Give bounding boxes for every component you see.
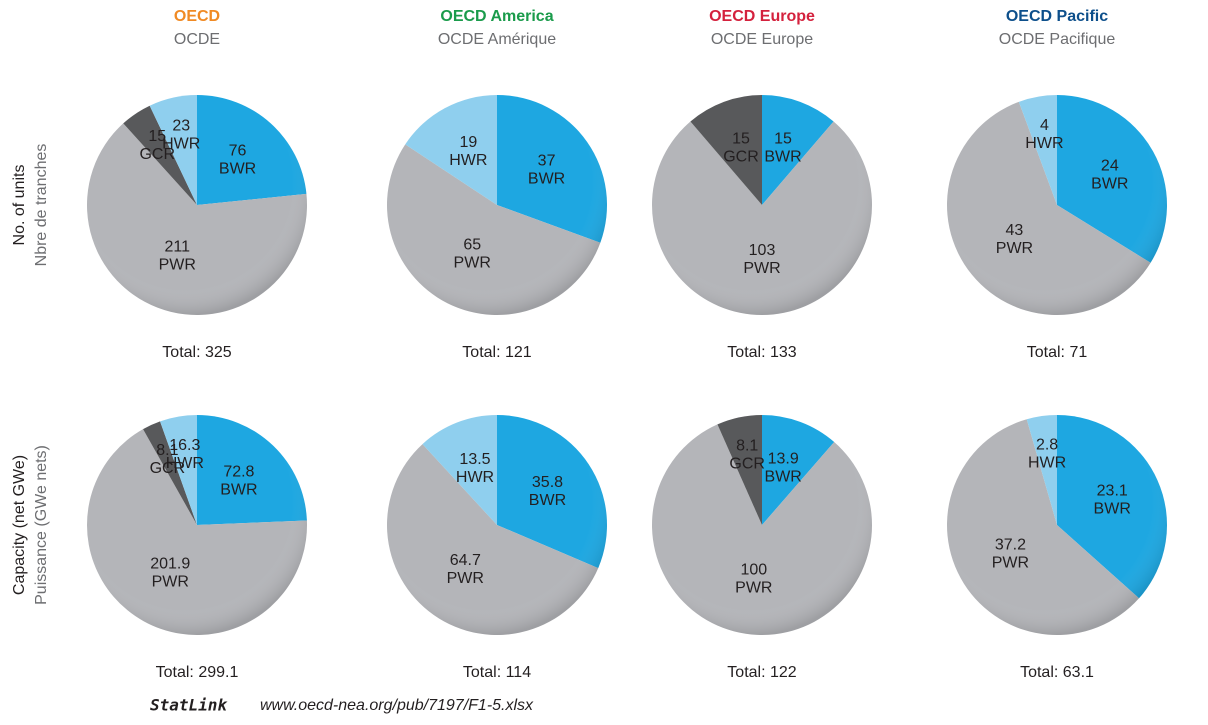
- value-label: 23: [172, 117, 190, 134]
- value-label: 76: [229, 142, 247, 159]
- row-sublabel: Puissance (GWe nets): [33, 445, 50, 605]
- value-label: 65: [463, 236, 481, 253]
- value-label: 19: [459, 134, 477, 151]
- value-label: 13.5: [459, 451, 490, 468]
- category-label: GCR: [723, 148, 759, 165]
- value-label: 37.2: [995, 536, 1026, 553]
- value-label: 37: [538, 153, 556, 170]
- pie-total: Total: 122: [727, 664, 796, 681]
- value-label: 201.9: [150, 555, 190, 572]
- category-label: PWR: [447, 570, 484, 587]
- value-label: 8.1: [156, 442, 178, 459]
- category-label: BWR: [529, 492, 566, 509]
- category-label: HWR: [166, 455, 204, 472]
- pie-slice: [197, 95, 307, 205]
- category-label: GCR: [139, 146, 175, 163]
- value-label: 100: [740, 562, 767, 579]
- value-label: 15: [774, 130, 792, 147]
- pie-total: Total: 121: [462, 344, 531, 361]
- pie-total: Total: 63.1: [1020, 664, 1094, 681]
- pie-total: Total: 299.1: [156, 664, 239, 681]
- category-label: HWR: [162, 135, 200, 152]
- column-title: OECD Europe: [709, 8, 815, 25]
- column-subtitle: OCDE Pacifique: [999, 31, 1116, 48]
- category-label: BWR: [1091, 176, 1128, 193]
- column-title: OECD Pacific: [1006, 8, 1108, 25]
- category-label: HWR: [1025, 135, 1063, 152]
- category-label: PWR: [159, 257, 196, 274]
- statlink-url[interactable]: www.oecd-nea.org/pub/7197/F1-5.xlsx: [260, 697, 534, 714]
- row-label: No. of units: [11, 165, 28, 246]
- column-title: OECD: [174, 8, 220, 25]
- category-label: PWR: [454, 254, 491, 271]
- row-label: Capacity (net GWe): [11, 455, 28, 595]
- category-label: PWR: [996, 240, 1033, 257]
- value-label: 72.8: [223, 464, 254, 481]
- value-label: 15: [732, 130, 750, 147]
- category-label: HWR: [456, 469, 494, 486]
- row-sublabel: Nbre de tranches: [33, 144, 50, 267]
- value-label: 15: [148, 128, 166, 145]
- pie-total: Total: 114: [463, 664, 531, 681]
- statlink-brand: StatLink: [150, 696, 228, 715]
- category-label: BWR: [764, 148, 801, 165]
- value-label: 24: [1101, 158, 1119, 175]
- value-label: 23.1: [1097, 483, 1128, 500]
- pie-total: Total: 325: [162, 344, 231, 361]
- category-label: PWR: [743, 260, 780, 277]
- value-label: 2.8: [1036, 436, 1058, 453]
- category-label: PWR: [735, 580, 772, 597]
- column-subtitle: OCDE Amérique: [438, 31, 556, 48]
- column-subtitle: OCDE: [174, 31, 220, 48]
- value-label: 35.8: [532, 474, 563, 491]
- column-subtitle: OCDE Europe: [711, 31, 813, 48]
- category-label: BWR: [219, 160, 256, 177]
- column-title: OECD America: [440, 8, 553, 25]
- value-label: 43: [1006, 222, 1024, 239]
- value-label: 64.7: [450, 552, 481, 569]
- category-label: BWR: [765, 469, 802, 486]
- category-label: HWR: [1028, 454, 1066, 471]
- pie-total: Total: 71: [1027, 344, 1088, 361]
- value-label: 211: [164, 239, 190, 256]
- category-label: BWR: [528, 171, 565, 188]
- value-label: 4: [1040, 117, 1049, 134]
- category-label: GCR: [729, 455, 765, 472]
- category-label: HWR: [449, 152, 487, 169]
- category-label: BWR: [220, 482, 257, 499]
- category-label: PWR: [152, 573, 189, 590]
- value-label: 13.9: [768, 451, 799, 468]
- pie-total: Total: 133: [727, 344, 796, 361]
- category-label: BWR: [1094, 501, 1131, 518]
- category-label: PWR: [992, 554, 1029, 571]
- value-label: 16.3: [169, 437, 200, 454]
- value-label: 103: [749, 242, 776, 259]
- category-label: GCR: [150, 460, 186, 477]
- value-label: 8.1: [736, 437, 758, 454]
